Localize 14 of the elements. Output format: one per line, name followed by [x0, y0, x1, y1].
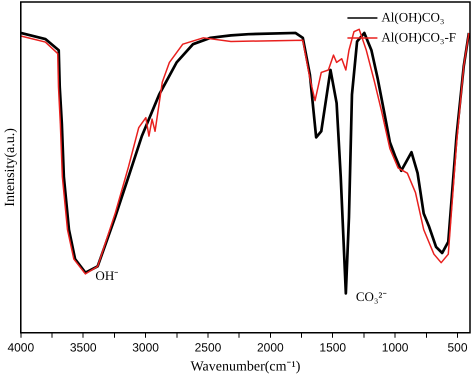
x-tick-label: 1000: [382, 340, 409, 354]
x-axis-title: Wavenumber(cm⁻¹): [190, 359, 301, 374]
x-tick-label: 1500: [319, 340, 346, 354]
annotation: OH⁻: [95, 268, 118, 284]
x-tick-label: 500: [448, 340, 468, 354]
x-tick-label: 3500: [70, 340, 97, 354]
y-axis-title: Intensity(a.u.): [3, 128, 18, 207]
x-tick-label: 4000: [7, 340, 34, 354]
legend-label: Al(OH)CO₃: [381, 9, 444, 24]
annotation: CO₃²⁻: [356, 288, 386, 304]
x-tick-label: 2000: [257, 340, 284, 354]
x-tick-label: 2500: [194, 340, 222, 354]
legend-label: Al(OH)CO₃-F: [381, 29, 456, 44]
x-tick-label: 3000: [132, 340, 160, 354]
